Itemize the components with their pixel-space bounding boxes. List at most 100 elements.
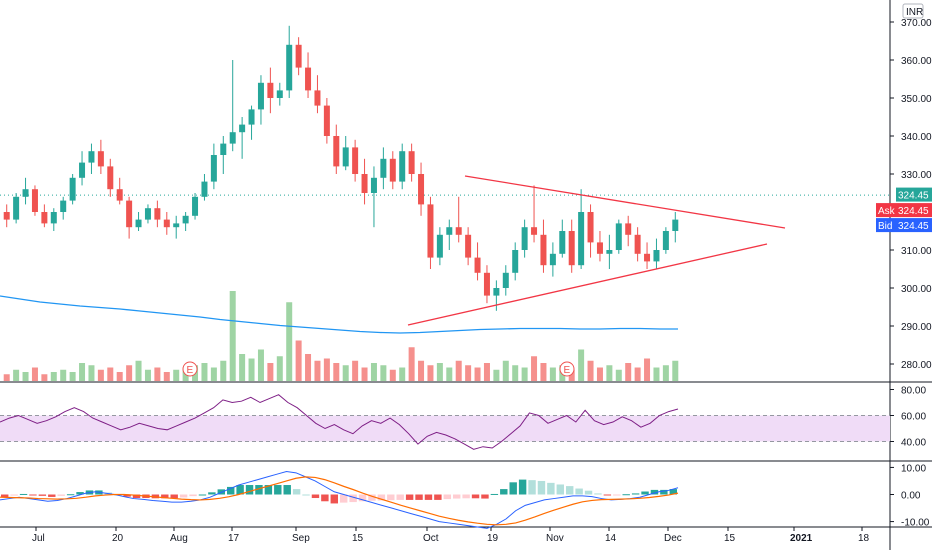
volume-bar bbox=[474, 367, 481, 381]
volume-bar bbox=[60, 369, 67, 381]
macd-histogram-bar bbox=[368, 494, 376, 501]
bid-value: 324.45 bbox=[898, 221, 929, 232]
candle-body bbox=[267, 82, 274, 98]
volume-bar bbox=[210, 367, 217, 381]
candle-body bbox=[126, 200, 133, 228]
macd-histogram-bar bbox=[387, 494, 395, 501]
earnings-marker-icon bbox=[182, 361, 198, 377]
candle-body bbox=[493, 288, 500, 296]
macd-histogram-bar bbox=[132, 494, 141, 499]
candle-body bbox=[305, 67, 312, 91]
macd-histogram-bar bbox=[302, 494, 310, 496]
volume-bar bbox=[531, 356, 538, 381]
volume-bar bbox=[540, 363, 547, 381]
candle-body bbox=[210, 155, 217, 182]
candle-body bbox=[248, 109, 255, 125]
macd-histogram-bar bbox=[509, 482, 517, 495]
volume-bar bbox=[116, 372, 123, 381]
candle-body bbox=[3, 212, 10, 220]
volume-bar bbox=[361, 367, 368, 381]
candle-body bbox=[399, 151, 406, 182]
macd-histogram-bar bbox=[443, 494, 451, 500]
candle-body bbox=[427, 204, 434, 258]
candle-body bbox=[314, 90, 321, 106]
rsi-axis-label: 40.00 bbox=[901, 438, 926, 449]
macd-histogram-bar bbox=[547, 482, 555, 495]
earnings-marker-icon bbox=[559, 361, 575, 377]
macd-histogram-bar bbox=[29, 494, 37, 496]
macd-histogram-bar bbox=[660, 489, 668, 495]
candle-body bbox=[192, 196, 199, 216]
time-axis-label: 20 bbox=[112, 533, 124, 544]
volume-bar bbox=[370, 363, 377, 381]
candle-body bbox=[634, 234, 641, 254]
candle-body bbox=[154, 208, 161, 220]
macd-axis-label: 0.00 bbox=[901, 491, 921, 502]
volume-bar bbox=[662, 365, 669, 381]
candle-body bbox=[361, 174, 368, 193]
time-axis-label: 17 bbox=[228, 533, 240, 544]
candle-body bbox=[587, 212, 594, 243]
candle-body bbox=[41, 212, 48, 224]
rsi-axis-label: 80.00 bbox=[901, 386, 926, 397]
volume-bar bbox=[427, 365, 434, 381]
volume-bar bbox=[399, 367, 406, 381]
volume-bar bbox=[672, 360, 679, 381]
volume-bar bbox=[3, 374, 10, 381]
price-axis-label: 310.00 bbox=[901, 246, 932, 257]
macd-histogram-bar bbox=[321, 494, 329, 502]
volume-bar bbox=[257, 349, 264, 381]
volume-bar bbox=[107, 367, 114, 381]
macd-histogram-bar bbox=[123, 494, 131, 497]
macd-histogram-bar bbox=[330, 494, 338, 504]
macd-histogram-bar bbox=[453, 494, 461, 499]
macd-histogram-bar bbox=[613, 494, 621, 496]
candle-body bbox=[163, 219, 170, 228]
volume-bar bbox=[50, 372, 57, 381]
ask-value-box bbox=[896, 203, 932, 218]
time-axis-label: 2021 bbox=[790, 533, 813, 544]
candle-body bbox=[31, 189, 38, 212]
price-axis-label: 360.00 bbox=[901, 56, 932, 67]
candle-body bbox=[295, 44, 302, 68]
candle-body bbox=[323, 105, 330, 136]
volume-bar bbox=[644, 358, 651, 381]
volume-bar bbox=[587, 360, 594, 381]
bid-label: Bid bbox=[878, 221, 892, 232]
time-axis-label: 15 bbox=[352, 533, 364, 544]
volume-bar bbox=[201, 363, 208, 381]
volume-bar bbox=[220, 360, 227, 381]
candle-body bbox=[333, 136, 340, 167]
time-axis-label: Jul bbox=[32, 533, 45, 544]
volume-bar bbox=[408, 347, 415, 381]
volume-bar bbox=[455, 360, 462, 381]
macd-histogram-bar bbox=[236, 485, 244, 495]
volume-bar bbox=[126, 365, 133, 381]
candle-body bbox=[418, 174, 425, 205]
candle-body bbox=[60, 200, 67, 212]
candle-body bbox=[465, 234, 472, 258]
macd-histogram-bar bbox=[292, 489, 301, 495]
volume-bar bbox=[493, 369, 500, 381]
macd-histogram-bar bbox=[669, 489, 677, 495]
candle-body bbox=[380, 158, 387, 178]
macd-axis-label: 10.00 bbox=[901, 463, 926, 474]
volume-bar bbox=[305, 354, 312, 381]
volume-bar bbox=[69, 372, 76, 381]
volume-bar bbox=[13, 369, 20, 381]
macd-histogram-bar bbox=[208, 492, 216, 495]
volume-bar bbox=[333, 363, 340, 381]
candle-body bbox=[606, 250, 613, 254]
macd-histogram-bar bbox=[594, 493, 602, 495]
macd-histogram-bar bbox=[603, 494, 612, 496]
volume-bar bbox=[295, 340, 302, 381]
volume-bar bbox=[154, 367, 161, 381]
candle-body bbox=[483, 272, 490, 296]
macd-histogram-bar bbox=[48, 494, 56, 497]
candle-body bbox=[455, 227, 462, 235]
candle-body bbox=[672, 219, 679, 231]
time-axis-label: Dec bbox=[664, 533, 682, 544]
volume-bar bbox=[606, 365, 613, 381]
